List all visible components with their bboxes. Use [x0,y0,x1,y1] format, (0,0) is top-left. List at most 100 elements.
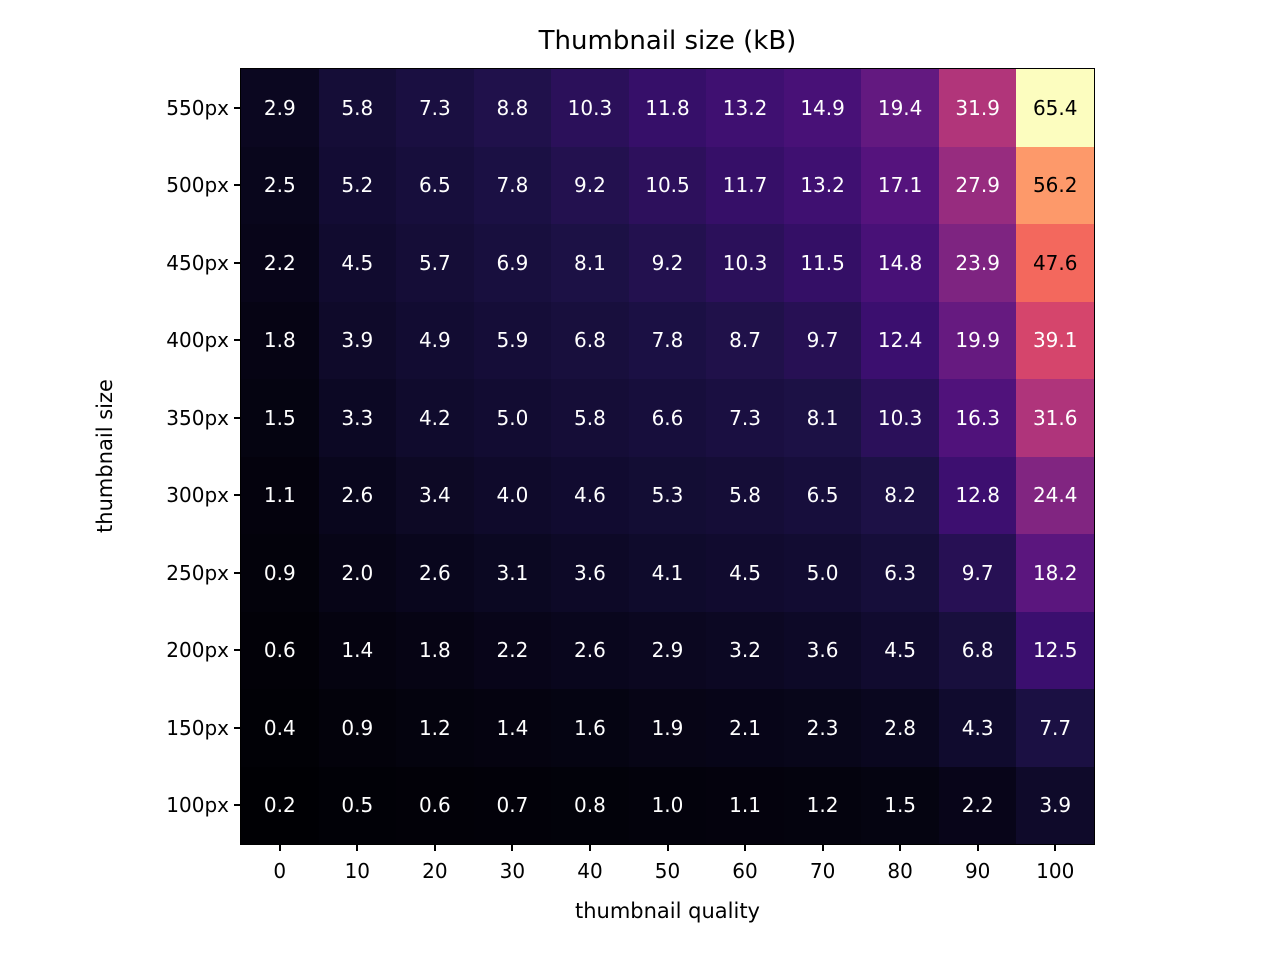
heatmap-cell: 1.4 [473,689,552,767]
x-tick-label: 40 [577,859,603,883]
heatmap-cell: 5.8 [318,69,397,147]
heatmap-cell: 6.3 [861,534,939,612]
heatmap-cell: 2.6 [396,534,474,612]
heatmap-cell: 3.6 [551,534,629,612]
heatmap-cell: 2.2 [473,611,552,689]
y-tick-mark [234,494,241,497]
heatmap-cell: 1.1 [241,456,319,534]
heatmap-cell: 8.1 [551,224,629,302]
heatmap-cell: 8.8 [473,69,552,147]
y-tick-mark [234,726,241,729]
heatmap-cell: 7.7 [1016,689,1094,767]
heatmap-cell: 47.6 [1016,224,1094,302]
x-tick-mark [278,844,281,851]
heatmap-cell: 13.2 [706,69,784,147]
heatmap-cell: 1.4 [318,611,397,689]
heatmap-cell: 12.4 [861,301,939,379]
y-tick-label: 400px [166,328,229,353]
heatmap-cell: 18.2 [1016,534,1094,612]
x-tick-mark [744,844,747,851]
heatmap-cell: 10.3 [861,379,939,457]
x-tick-label: 50 [654,859,681,883]
heatmap-cell: 9.7 [938,534,1017,612]
heatmap-cell: 3.1 [473,534,552,612]
heatmap-cell: 1.2 [783,766,862,844]
x-tick-mark [356,844,359,851]
x-tick-label: 30 [499,859,526,883]
heatmap-cell: 6.8 [551,301,629,379]
heatmap-cell: 4.0 [473,456,552,534]
heatmap-cell: 4.6 [551,456,629,534]
heatmap-cell: 3.9 [318,301,397,379]
x-tick-mark [899,844,902,851]
heatmap-cell: 27.9 [938,146,1017,224]
heatmap-cell: 0.7 [473,766,552,844]
heatmap-cell: 7.8 [473,146,552,224]
heatmap-cell: 56.2 [1016,146,1094,224]
heatmap-cell: 5.8 [551,379,629,457]
y-tick-label: 500px [166,173,229,198]
heatmap-cell: 1.0 [628,766,707,844]
x-tick-label: 80 [887,859,913,883]
heatmap-cell: 5.0 [473,379,552,457]
heatmap-cell: 12.5 [1016,611,1094,689]
heatmap-cell: 5.8 [706,456,784,534]
heatmap-cell: 6.6 [628,379,707,457]
heatmap-cell: 3.4 [396,456,474,534]
heatmap-cell: 14.8 [861,224,939,302]
heatmap-cell: 31.9 [938,69,1017,147]
heatmap-cell: 7.3 [396,69,474,147]
heatmap-cell: 0.8 [551,766,629,844]
heatmap-cell: 1.8 [241,301,319,379]
heatmap-cell: 3.6 [783,611,862,689]
heatmap-cell: 13.2 [783,146,862,224]
heatmap-cell: 65.4 [1016,69,1094,147]
heatmap-cell: 3.2 [706,611,784,689]
y-tick-mark [234,649,241,652]
x-tick-mark [821,844,824,851]
heatmap-cell: 9.2 [628,224,707,302]
x-tick-mark [511,844,514,851]
heatmap-cell: 0.5 [318,766,397,844]
heatmap-cell: 19.9 [938,301,1017,379]
y-tick-mark [234,106,241,109]
heatmap-cell: 0.6 [396,766,474,844]
x-tick-mark [588,844,591,851]
heatmap-cell: 16.3 [938,379,1017,457]
heatmap-cell: 6.9 [473,224,552,302]
heatmap: 2.9 5.8 7.3 8.8 10.3 11.8 13.2 14.9 19.4 31.9 65.4… [240,68,1095,845]
x-tick-mark [433,844,436,851]
heatmap-cell: 2.1 [706,689,784,767]
heatmap-cell: 10.3 [706,224,784,302]
x-tick-label: 90 [964,859,991,883]
heatmap-cell: 2.0 [318,534,397,612]
y-tick-mark [234,261,241,264]
heatmap-cell: 4.2 [396,379,474,457]
heatmap-cell: 5.9 [473,301,552,379]
heatmap-cell: 9.7 [783,301,862,379]
heatmap-cell: 10.3 [551,69,629,147]
x-tick-mark [666,844,669,851]
heatmap-cell: 2.8 [861,689,939,767]
y-tick-label: 150px [166,715,229,740]
heatmap-cell: 39.1 [1016,301,1094,379]
heatmap-cell: 14.9 [783,69,862,147]
heatmap-cell: 9.2 [551,146,629,224]
heatmap-cell: 5.7 [396,224,474,302]
y-tick-label: 550px [166,95,229,120]
heatmap-cell: 11.7 [706,146,784,224]
heatmap-cell: 12.8 [938,456,1017,534]
y-tick-mark [234,416,241,419]
x-tick-mark [976,844,979,851]
heatmap-cell: 1.6 [551,689,629,767]
heatmap-cell: 7.3 [706,379,784,457]
heatmap-cell: 5.3 [628,456,707,534]
heatmap-cell: 3.3 [318,379,397,457]
heatmap-cell: 11.5 [783,224,862,302]
heatmap-cell: 31.6 [1016,379,1094,457]
x-tick-label: 0 [273,859,287,883]
heatmap-cell: 1.5 [861,766,939,844]
heatmap-cell: 4.5 [861,611,939,689]
heatmap-cell: 7.8 [628,301,707,379]
heatmap-cell: 17.1 [861,146,939,224]
